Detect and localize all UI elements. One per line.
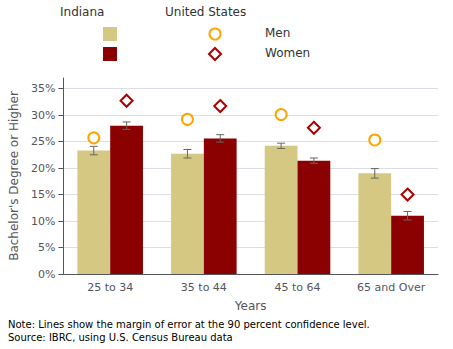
svg-text:Indiana: Indiana bbox=[60, 5, 104, 19]
svg-text:10%: 10% bbox=[31, 215, 55, 228]
svg-text:Men: Men bbox=[265, 26, 290, 40]
svg-text:35 to 44: 35 to 44 bbox=[181, 281, 227, 294]
svg-text:Note: Lines show the margin of: Note: Lines show the margin of error at … bbox=[8, 319, 370, 330]
svg-text:30%: 30% bbox=[31, 109, 55, 122]
svg-text:United States: United States bbox=[165, 5, 246, 19]
svg-text:Source: IBRC, using U.S. Censu: Source: IBRC, using U.S. Census Bureau d… bbox=[8, 332, 233, 343]
svg-text:25 to 34: 25 to 34 bbox=[87, 281, 133, 294]
svg-text:Bachelor's Degree or Higher: Bachelor's Degree or Higher bbox=[7, 91, 21, 261]
svg-text:65 and Over: 65 and Over bbox=[357, 281, 426, 294]
svg-text:5%: 5% bbox=[38, 241, 55, 254]
svg-text:0%: 0% bbox=[38, 268, 55, 281]
svg-text:15%: 15% bbox=[31, 188, 55, 201]
svg-text:Women: Women bbox=[265, 46, 310, 60]
svg-text:Years: Years bbox=[234, 299, 267, 313]
svg-text:45 to 64: 45 to 64 bbox=[274, 281, 320, 294]
svg-text:25%: 25% bbox=[31, 135, 55, 148]
svg-text:35%: 35% bbox=[31, 82, 55, 95]
svg-text:20%: 20% bbox=[31, 162, 55, 175]
